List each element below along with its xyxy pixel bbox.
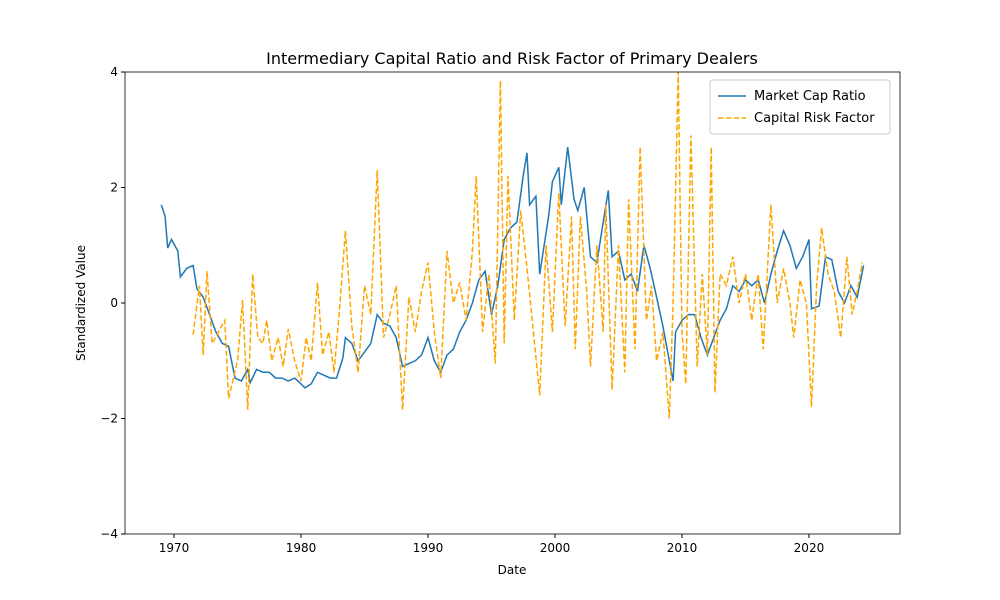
legend-box <box>709 79 891 135</box>
plot-frame <box>124 71 901 535</box>
y-tick-label: −4 <box>100 527 118 541</box>
x-tick-label: 1990 <box>413 541 444 555</box>
y-tick-label: 4 <box>110 65 118 79</box>
chart-title: Intermediary Capital Ratio and Risk Fact… <box>266 49 758 68</box>
series-line <box>192 72 864 419</box>
legend-label: Market Cap Ratio <box>754 89 866 104</box>
y-tick-label: −2 <box>100 412 118 426</box>
x-axis-label: Date <box>498 563 527 577</box>
legend-label: Capital Risk Factor <box>754 111 875 126</box>
x-tick-label: 1980 <box>286 541 317 555</box>
y-tick-label: 2 <box>110 181 118 195</box>
x-tick-label: 2000 <box>540 541 571 555</box>
legend: Market Cap Ratio Capital Risk Factor <box>709 79 891 135</box>
x-tick-label: 2020 <box>794 541 825 555</box>
series-line <box>160 147 865 389</box>
x-tick-label: 2010 <box>667 541 698 555</box>
x-tick-label: 1970 <box>159 541 190 555</box>
y-axis-label: Standardized Value <box>74 245 88 361</box>
y-tick-label: 0 <box>110 296 118 310</box>
